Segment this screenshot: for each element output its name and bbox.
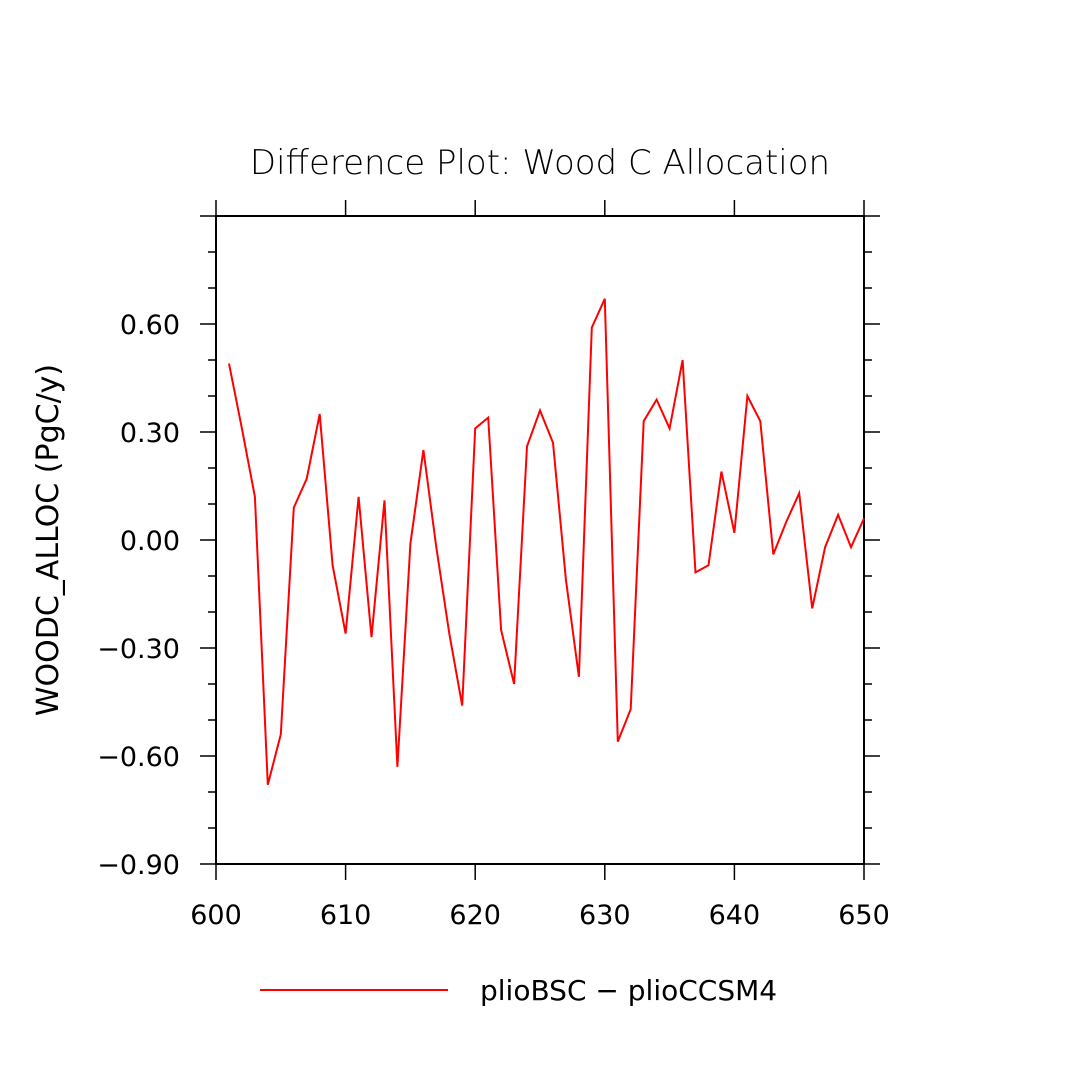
data-point bbox=[604, 298, 605, 299]
chart-title: Difference Plot: Wood C Allocation bbox=[250, 143, 830, 183]
data-point bbox=[708, 565, 709, 566]
data-point bbox=[513, 683, 514, 684]
data-point bbox=[358, 496, 359, 497]
plot-frame bbox=[215, 215, 865, 865]
legend-label: plioBSC − plioCCSM4 bbox=[480, 974, 777, 1007]
x-tick-label: 610 bbox=[320, 900, 372, 931]
data-point bbox=[591, 327, 592, 328]
data-point bbox=[850, 547, 851, 548]
y-axis-label: WOODC_ALLOC (PgC/y) bbox=[31, 364, 66, 716]
x-tick-label: 620 bbox=[449, 900, 501, 931]
series-layer bbox=[228, 298, 865, 786]
data-point bbox=[475, 428, 476, 429]
data-point bbox=[293, 507, 294, 508]
x-tick-label: 640 bbox=[709, 900, 761, 931]
data-point bbox=[423, 449, 424, 450]
data-point bbox=[254, 496, 255, 497]
y-axis: 0.60 0.30 0.00 −0.30 −0.60 −0.90 bbox=[97, 215, 880, 881]
data-point bbox=[734, 532, 735, 533]
data-point bbox=[501, 629, 502, 630]
data-point bbox=[306, 478, 307, 479]
legend: plioBSC − plioCCSM4 bbox=[260, 974, 777, 1007]
y-tick-label: 0.00 bbox=[120, 526, 180, 557]
data-point bbox=[863, 518, 864, 519]
y-tick-label: −0.90 bbox=[97, 850, 180, 881]
data-point bbox=[578, 676, 579, 677]
data-point bbox=[630, 709, 631, 710]
data-point bbox=[228, 363, 229, 364]
data-point bbox=[436, 547, 437, 548]
y-tick-label: 0.60 bbox=[120, 310, 180, 341]
data-point bbox=[773, 554, 774, 555]
data-point bbox=[786, 521, 787, 522]
data-point bbox=[280, 734, 281, 735]
data-point bbox=[267, 784, 268, 785]
y-tick-label: −0.30 bbox=[97, 634, 180, 665]
data-point bbox=[825, 547, 826, 548]
x-axis: 600 610 620 630 640 650 bbox=[190, 200, 890, 931]
data-point bbox=[345, 633, 346, 634]
data-point bbox=[449, 633, 450, 634]
data-point bbox=[565, 579, 566, 580]
data-point bbox=[526, 446, 527, 447]
x-tick-label: 650 bbox=[838, 900, 890, 931]
data-point bbox=[682, 359, 683, 360]
series-line bbox=[228, 298, 865, 786]
data-point bbox=[332, 565, 333, 566]
data-point bbox=[241, 428, 242, 429]
data-point bbox=[319, 413, 320, 414]
data-point bbox=[669, 428, 670, 429]
data-point bbox=[747, 395, 748, 396]
data-point bbox=[721, 471, 722, 472]
data-point bbox=[384, 500, 385, 501]
data-point bbox=[617, 741, 618, 742]
y-tick-label: 0.30 bbox=[120, 418, 180, 449]
data-point bbox=[760, 421, 761, 422]
data-point bbox=[397, 766, 398, 767]
x-tick-label: 630 bbox=[579, 900, 631, 931]
data-point bbox=[656, 399, 657, 400]
data-point bbox=[812, 608, 813, 609]
data-point bbox=[799, 493, 800, 494]
data-point bbox=[837, 514, 838, 515]
data-point bbox=[371, 637, 372, 638]
data-point bbox=[643, 421, 644, 422]
data-point bbox=[462, 705, 463, 706]
data-point bbox=[410, 543, 411, 544]
data-point bbox=[488, 417, 489, 418]
data-point bbox=[552, 442, 553, 443]
plot-border bbox=[215, 215, 865, 865]
y-tick-label: −0.60 bbox=[97, 742, 180, 773]
data-point bbox=[539, 410, 540, 411]
data-point bbox=[695, 572, 696, 573]
x-tick-label: 600 bbox=[190, 900, 242, 931]
